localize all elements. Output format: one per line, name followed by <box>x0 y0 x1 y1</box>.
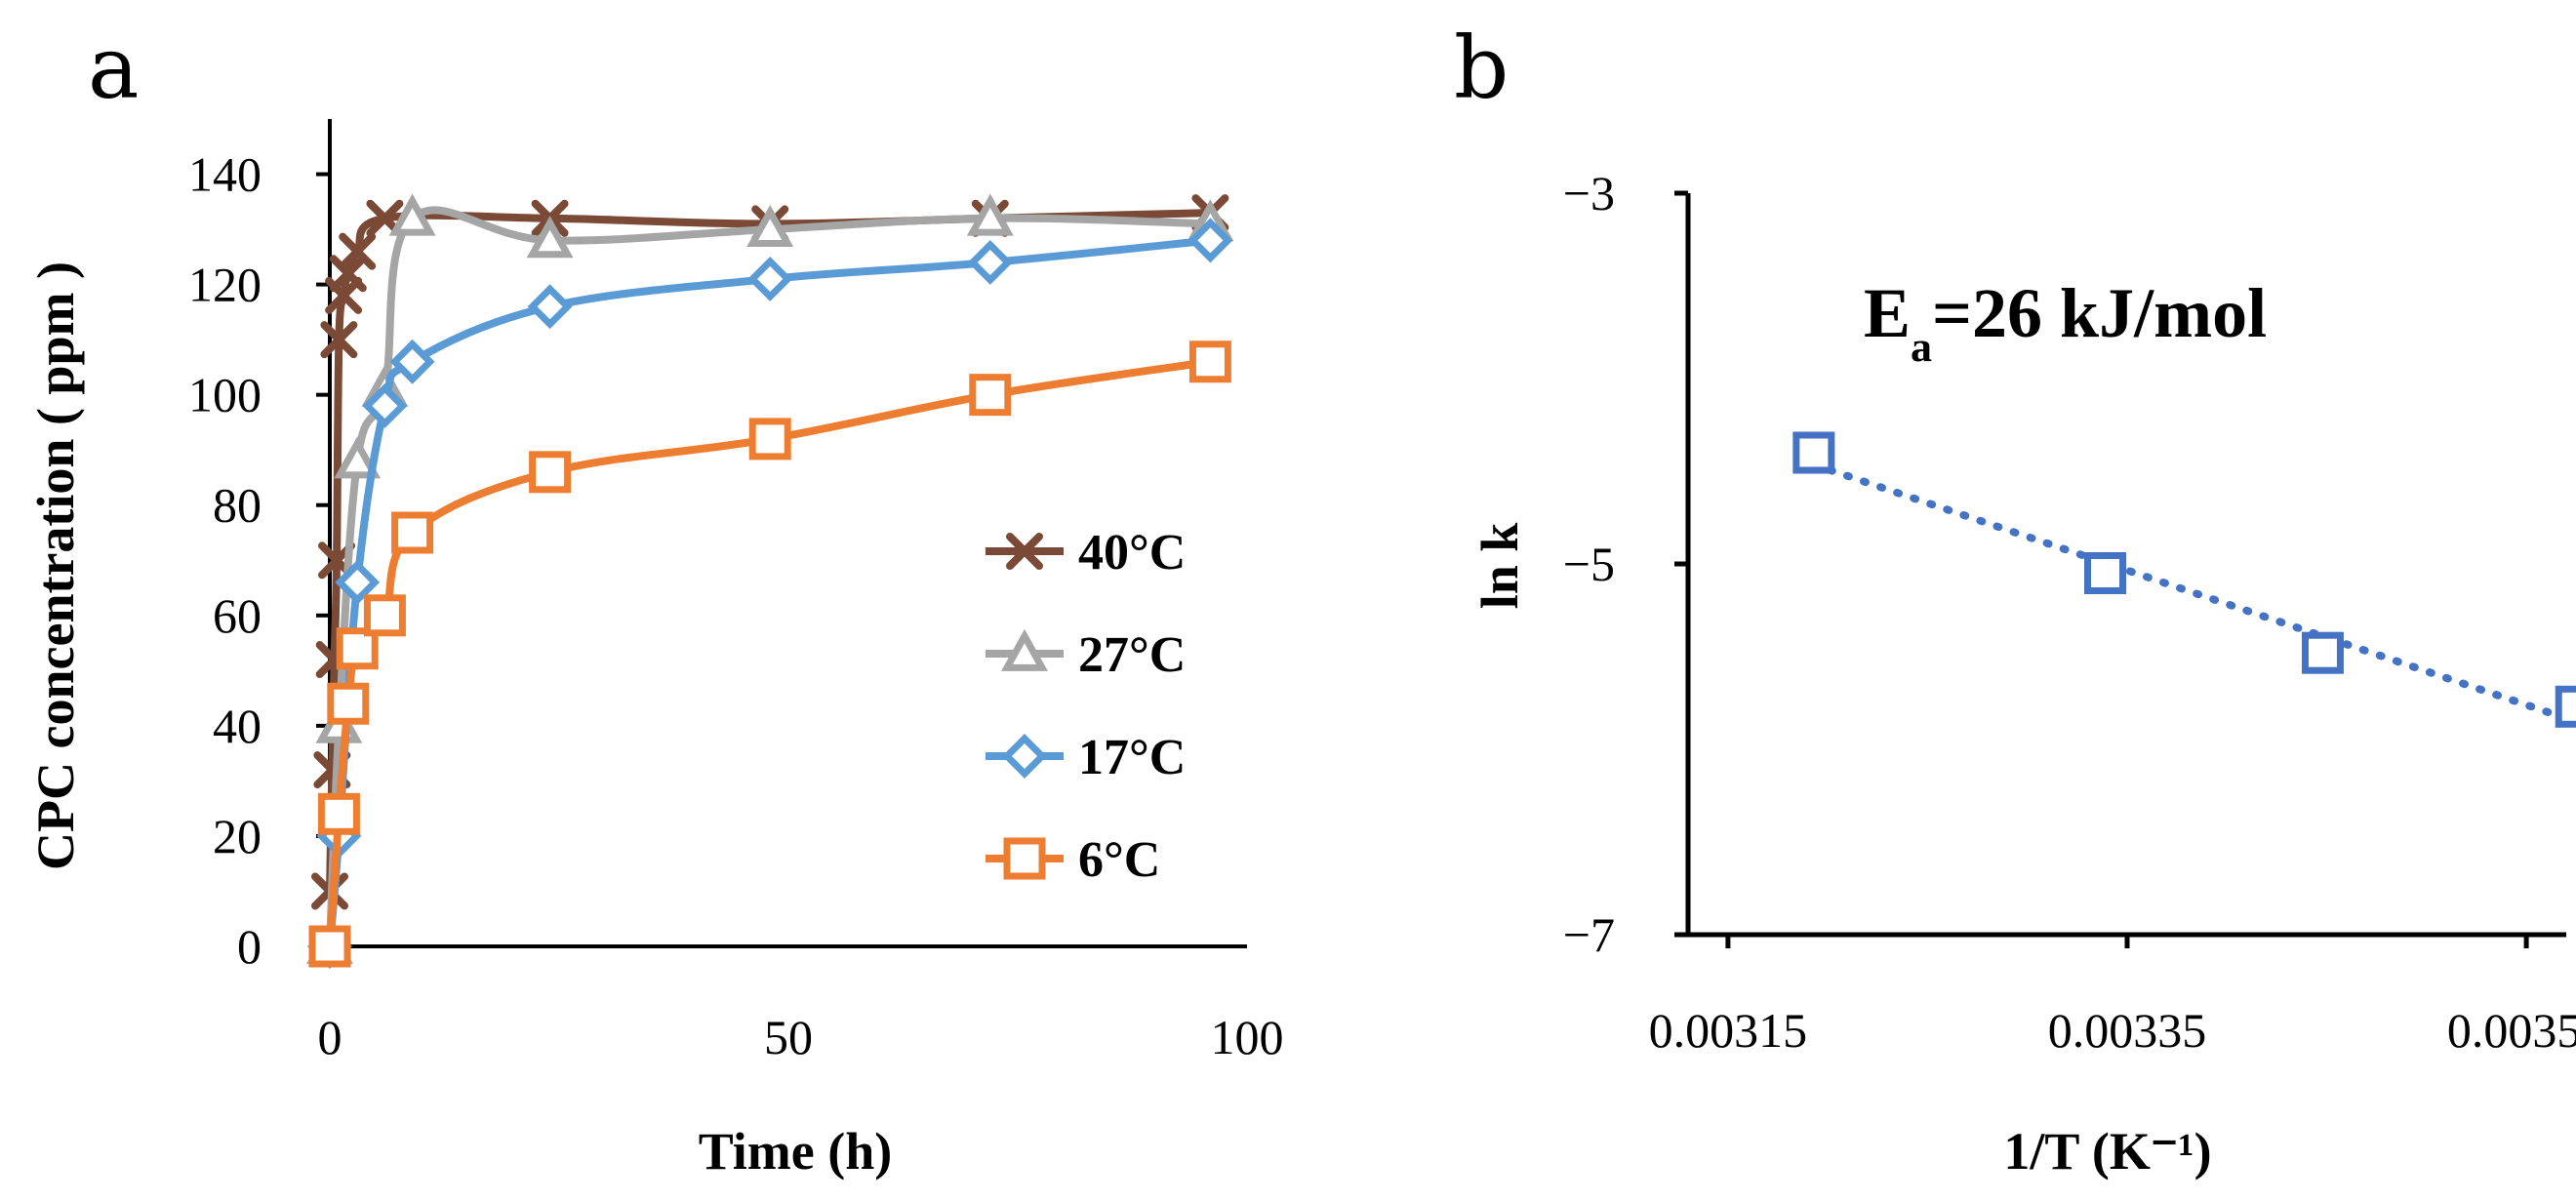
panel-a-y-tick-label: 20 <box>213 809 262 863</box>
data-point-ln-k <box>2084 552 2126 594</box>
data-point-6°C <box>308 925 351 968</box>
data-point-17°C <box>747 256 793 301</box>
trendline <box>1809 461 2576 726</box>
data-point-17°C <box>362 383 408 428</box>
data-point-27°C <box>746 204 794 247</box>
legend-label-27°C: 27°C <box>1078 627 1186 683</box>
panel-a-y-tick-label: 80 <box>213 478 262 533</box>
panel-b-letter: b <box>1454 18 1509 118</box>
data-point-6°C <box>969 374 1012 417</box>
annotation-main: E <box>1864 274 1911 352</box>
legend-marker-40°C <box>1006 533 1043 570</box>
panel-b-x-axis-title: 1/T (K⁻¹) <box>2003 1122 2211 1181</box>
activation-energy-annotation: Ea=26 kJ/mol <box>1864 274 2267 371</box>
legend-label-6°C: 6°C <box>1078 832 1160 888</box>
data-point-6°C <box>391 511 434 554</box>
panel-b-x-tick-label: 0.00355 <box>2447 1003 2576 1058</box>
data-point-27°C <box>388 193 436 236</box>
panel-a-y-tick-label: 40 <box>213 699 262 753</box>
panel-b-chart: b −3 −5 −7 0.00315 0.00335 0.00355 Ea=26 kJ/m… <box>1454 18 2576 1181</box>
data-point-17°C <box>1187 218 1233 263</box>
series-line-6°C <box>326 357 1211 947</box>
data-point-6°C <box>327 682 370 725</box>
data-point-17°C <box>967 240 1013 285</box>
panel-a-x-tick-label: 50 <box>764 1010 813 1064</box>
panel-a-chart: a 0 20 40 60 80 100 120 140 0 50 100 40°C 27°C 17°C 6… <box>26 18 1284 1181</box>
data-point-6°C <box>317 792 360 835</box>
panel-a-y-axis-title: CPC concentration ( ppm ) <box>26 261 85 870</box>
panel-a-legend: 40°C 27°C 17°C 6°C <box>986 525 1186 888</box>
data-point-6°C <box>363 594 406 637</box>
panel-a-letter: a <box>88 18 139 118</box>
panel-b-y-tick-label: −7 <box>1563 907 1615 962</box>
panel-a-x-tick-label: 0 <box>318 1010 342 1064</box>
data-point-17°C <box>389 339 435 384</box>
annotation-rest: =26 kJ/mol <box>1932 274 2267 352</box>
panel-a-x-axis-title: Time (h) <box>699 1122 893 1181</box>
annotation-subscript: a <box>1911 323 1932 371</box>
data-point-ln-k <box>2301 631 2344 674</box>
panel-b-y-axis-title: ln k <box>1470 523 1529 610</box>
data-point-40°C <box>339 232 377 270</box>
data-point-27°C <box>966 193 1014 236</box>
data-point-6°C <box>1188 341 1231 383</box>
panel-a-y-tick-label: 0 <box>237 919 262 974</box>
panel-a-y-tick-label: 100 <box>188 368 262 422</box>
data-point-ln-k <box>2555 685 2576 728</box>
panel-b-y-tick-label: −3 <box>1563 166 1615 220</box>
data-point-40°C <box>329 255 367 293</box>
panel-a-x-tick-label: 100 <box>1211 1010 1284 1064</box>
legend-label-40°C: 40°C <box>1078 525 1186 581</box>
panel-b-x-tick-label: 0.00335 <box>2048 1003 2207 1058</box>
data-point-ln-k <box>1792 431 1835 474</box>
panel-a-y-tick-label: 140 <box>188 147 262 202</box>
legend-marker-27°C <box>1001 628 1048 671</box>
data-point-6°C <box>748 418 791 461</box>
legend-label-17°C: 17°C <box>1078 730 1186 785</box>
data-point-6°C <box>529 451 572 494</box>
data-point-27°C <box>334 436 382 479</box>
data-point-17°C <box>527 284 573 330</box>
data-point-17°C <box>335 559 381 605</box>
data-point-40°C <box>320 321 358 359</box>
legend-marker-17°C <box>1002 734 1047 779</box>
panel-b-y-tick-label: −5 <box>1563 537 1615 591</box>
panel-a-y-tick-label: 60 <box>213 588 262 643</box>
data-point-27°C <box>526 216 574 259</box>
panel-a-y-tick-label: 120 <box>188 258 262 312</box>
legend-marker-6°C <box>1003 837 1046 880</box>
data-point-6°C <box>336 627 379 670</box>
panel-b-x-tick-label: 0.00315 <box>1649 1003 1808 1058</box>
